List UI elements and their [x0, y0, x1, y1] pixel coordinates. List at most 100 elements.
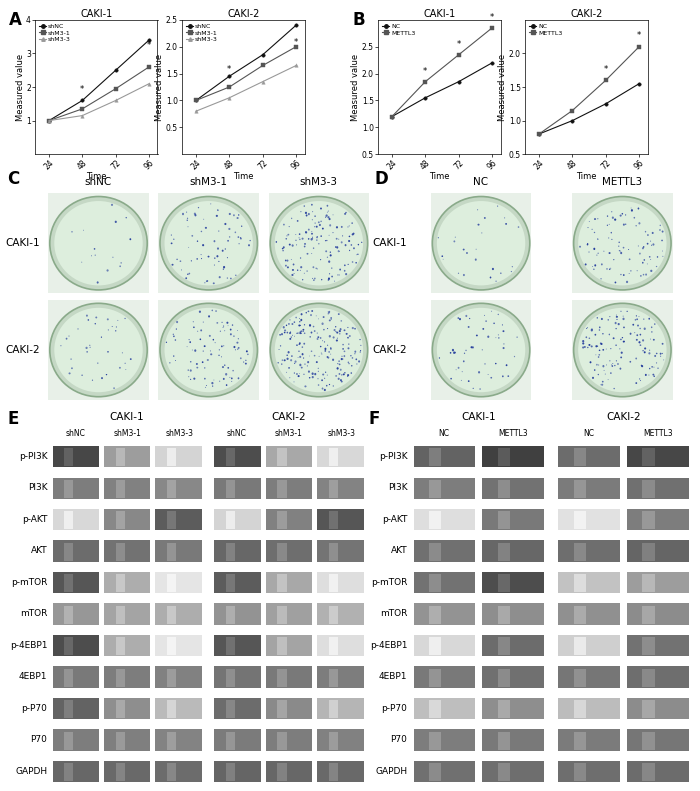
Ellipse shape — [354, 353, 356, 354]
Ellipse shape — [304, 332, 305, 334]
Ellipse shape — [594, 232, 595, 233]
Ellipse shape — [640, 334, 641, 335]
Ellipse shape — [302, 353, 304, 355]
Ellipse shape — [354, 327, 356, 330]
Ellipse shape — [106, 374, 107, 375]
Ellipse shape — [578, 308, 666, 392]
Ellipse shape — [621, 351, 623, 354]
Text: METTL3: METTL3 — [498, 429, 528, 438]
Ellipse shape — [288, 234, 289, 236]
Ellipse shape — [317, 336, 319, 338]
Bar — [266, 604, 312, 625]
Ellipse shape — [291, 323, 293, 325]
Ellipse shape — [328, 311, 330, 313]
Ellipse shape — [227, 257, 228, 258]
Ellipse shape — [216, 310, 217, 312]
Ellipse shape — [360, 345, 361, 346]
Title: CAKI-2: CAKI-2 — [227, 9, 260, 19]
Ellipse shape — [247, 354, 248, 355]
Ellipse shape — [107, 318, 108, 320]
Ellipse shape — [598, 374, 599, 375]
Ellipse shape — [111, 204, 113, 206]
Bar — [414, 604, 475, 625]
Text: shM3-1: shM3-1 — [190, 177, 228, 187]
Ellipse shape — [356, 254, 357, 255]
Ellipse shape — [347, 337, 349, 339]
Ellipse shape — [328, 216, 330, 218]
Ellipse shape — [466, 350, 467, 351]
Ellipse shape — [285, 265, 287, 267]
Ellipse shape — [643, 327, 646, 330]
Text: CAKI-2: CAKI-2 — [373, 345, 407, 355]
Bar — [329, 574, 338, 592]
Ellipse shape — [216, 215, 218, 217]
Bar — [277, 668, 287, 687]
Ellipse shape — [336, 331, 338, 334]
Ellipse shape — [55, 201, 143, 286]
Bar — [104, 509, 150, 530]
Ellipse shape — [300, 364, 302, 366]
Ellipse shape — [233, 346, 235, 348]
Ellipse shape — [319, 224, 321, 226]
Ellipse shape — [612, 337, 615, 339]
Ellipse shape — [291, 259, 292, 260]
Ellipse shape — [454, 352, 456, 354]
Ellipse shape — [223, 325, 224, 327]
Ellipse shape — [314, 215, 316, 217]
Text: P70: P70 — [30, 736, 48, 744]
Bar — [498, 637, 510, 655]
Ellipse shape — [297, 220, 298, 221]
Bar — [226, 763, 235, 781]
Ellipse shape — [286, 354, 288, 356]
Ellipse shape — [594, 264, 596, 267]
Ellipse shape — [603, 251, 604, 252]
Bar — [482, 572, 544, 593]
Ellipse shape — [463, 248, 465, 251]
Bar — [64, 543, 74, 561]
Ellipse shape — [300, 332, 301, 334]
Ellipse shape — [316, 361, 318, 363]
Ellipse shape — [193, 377, 195, 380]
Ellipse shape — [305, 231, 307, 233]
Ellipse shape — [346, 333, 348, 335]
Text: CAKI-2: CAKI-2 — [272, 412, 307, 422]
Ellipse shape — [652, 244, 655, 246]
Bar — [214, 698, 260, 719]
Ellipse shape — [174, 339, 176, 341]
Text: *: * — [294, 38, 298, 47]
Text: mTOR: mTOR — [380, 609, 407, 619]
Ellipse shape — [312, 237, 313, 238]
Ellipse shape — [237, 217, 239, 219]
Ellipse shape — [328, 218, 330, 220]
Ellipse shape — [309, 377, 310, 378]
Ellipse shape — [81, 262, 82, 263]
Ellipse shape — [623, 274, 624, 276]
Bar — [414, 540, 475, 562]
Ellipse shape — [299, 343, 301, 344]
Bar — [429, 606, 442, 623]
Ellipse shape — [200, 329, 202, 331]
Ellipse shape — [284, 329, 286, 331]
Ellipse shape — [498, 337, 500, 339]
Ellipse shape — [347, 374, 349, 377]
Bar — [52, 478, 99, 498]
Ellipse shape — [208, 255, 209, 258]
Ellipse shape — [299, 356, 301, 358]
Bar — [116, 732, 125, 750]
Ellipse shape — [351, 244, 352, 246]
Ellipse shape — [281, 333, 283, 335]
Ellipse shape — [308, 229, 309, 231]
Ellipse shape — [305, 212, 307, 214]
Ellipse shape — [288, 324, 290, 325]
Ellipse shape — [204, 367, 205, 369]
Ellipse shape — [642, 262, 643, 263]
Ellipse shape — [286, 358, 288, 360]
Ellipse shape — [125, 318, 126, 319]
Ellipse shape — [328, 210, 329, 211]
Ellipse shape — [508, 376, 509, 377]
Ellipse shape — [299, 233, 300, 235]
Bar — [414, 667, 475, 687]
Bar — [155, 540, 202, 562]
Ellipse shape — [113, 388, 115, 389]
Ellipse shape — [511, 271, 512, 272]
